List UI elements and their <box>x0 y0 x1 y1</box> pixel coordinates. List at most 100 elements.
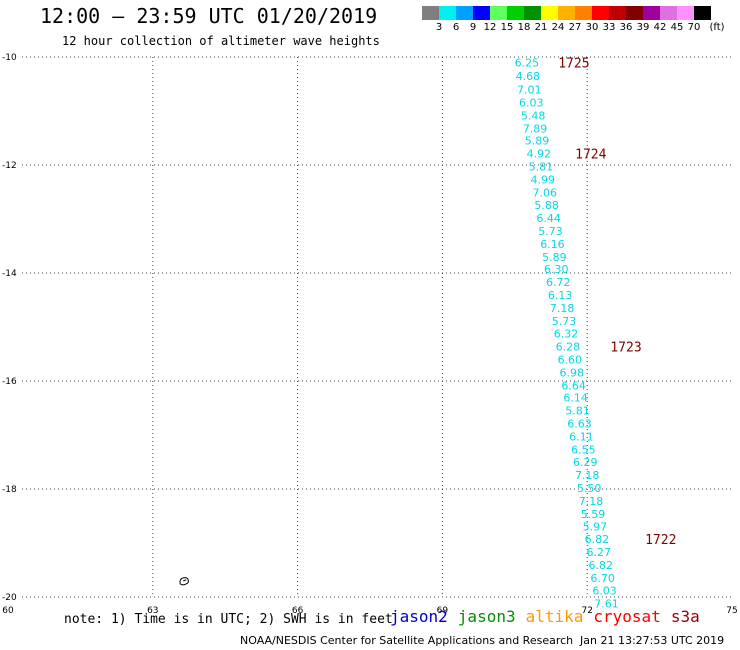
wave-height-label: 6.44 <box>536 212 561 225</box>
legend-item-altika: altika <box>525 607 584 626</box>
legend-item-cryosat: cryosat <box>593 607 661 626</box>
pass-time-label: 1723 <box>610 340 641 355</box>
color-scale-label: 9 <box>469 22 477 33</box>
color-swatch <box>541 6 558 20</box>
wave-height-label: 7.89 <box>523 122 548 135</box>
color-swatch <box>422 6 439 20</box>
color-scale-label: 33 <box>602 22 616 33</box>
wave-height-label: 6.82 <box>588 559 613 572</box>
wave-height-label: 6.14 <box>563 392 588 405</box>
page-subtitle: 12 hour collection of altimeter wave hei… <box>62 34 380 48</box>
wave-height-label: 6.72 <box>546 276 571 289</box>
longitude-tick-label: 63 <box>147 606 158 616</box>
color-scale-label: (ft) <box>709 22 725 33</box>
legend-item-s3a: s3a <box>670 607 700 626</box>
longitude-tick-label: 69 <box>437 606 449 616</box>
credit-text: NOAA/NESDIS Center for Satellite Applica… <box>240 634 574 647</box>
wave-height-label: 5.81 <box>529 161 554 174</box>
latitude-tick-label: -12 <box>2 161 17 171</box>
color-scale-label: 42 <box>653 22 667 33</box>
wave-height-label: 6.64 <box>561 379 586 392</box>
wave-height-label: 6.03 <box>519 96 544 109</box>
map-grid <box>22 56 732 598</box>
note-text: note: 1) Time is in UTC; 2) SWH is in fe… <box>64 612 393 627</box>
wave-height-label: 5.48 <box>521 109 546 122</box>
color-swatch <box>643 6 660 20</box>
wave-height-label: 5.88 <box>534 199 559 212</box>
wave-height-label: 5.81 <box>565 405 590 418</box>
color-swatch <box>677 6 694 20</box>
color-scale-label: 70 <box>687 22 701 33</box>
wave-height-label: 5.59 <box>581 508 606 521</box>
wave-height-label: 6.98 <box>560 366 585 379</box>
wave-height-label: 5.50 <box>577 482 602 495</box>
color-scale-label: 39 <box>636 22 650 33</box>
color-scale-label: 21 <box>534 22 548 33</box>
pass-time-labels: 1725 1724 1723 1722 <box>558 56 676 548</box>
color-swatch <box>490 6 507 20</box>
color-scale-label: 6 <box>452 22 460 33</box>
axis-tick-labels: 60 63 66 69 72 75 -10 -12 -14 -16 -18 -20 <box>2 53 738 616</box>
altimeter-track: 6.254.687.016.035.487.895.894.925.814.99… <box>515 56 619 610</box>
wave-height-label: 6.03 <box>592 585 617 598</box>
legend-item-jason2: jason2 <box>390 607 448 626</box>
wave-height-label: 7.18 <box>575 469 600 482</box>
color-scale-label: 36 <box>619 22 633 33</box>
wave-height-label: 7.18 <box>550 302 575 315</box>
longitude-tick-label: 66 <box>292 606 304 616</box>
island-shape-icon <box>179 577 189 586</box>
color-scale-bar <box>422 6 711 20</box>
longitude-tick-label: 72 <box>581 606 592 616</box>
color-swatch <box>609 6 626 20</box>
latitude-tick-label: -16 <box>2 377 17 387</box>
wave-height-label: 6.13 <box>548 289 573 302</box>
wave-height-label: 5.73 <box>538 225 563 238</box>
wave-height-label: 5.73 <box>552 315 577 328</box>
wave-height-label: 6.28 <box>556 340 581 353</box>
wave-height-label: 7.61 <box>594 597 619 610</box>
generated-timestamp: Jan 21 13:27:53 UTC 2019 <box>580 634 725 647</box>
color-swatch <box>626 6 643 20</box>
wave-height-label: 7.06 <box>532 187 557 200</box>
wave-height-label: 6.25 <box>515 56 540 69</box>
wave-height-label: 6.32 <box>554 327 579 340</box>
color-swatch <box>439 6 456 20</box>
color-swatch <box>507 6 524 20</box>
legend-item-jason3: jason3 <box>457 607 516 626</box>
pass-time-label: 1722 <box>645 533 676 548</box>
wave-height-label: 6.29 <box>573 456 598 469</box>
latitude-tick-label: -20 <box>2 593 17 603</box>
color-swatch <box>524 6 541 20</box>
wave-height-label: 6.30 <box>544 263 569 276</box>
color-scale-label: 18 <box>517 22 531 33</box>
color-swatch <box>592 6 609 20</box>
wave-height-label: 7.18 <box>579 495 604 508</box>
longitude-tick-label: 60 <box>2 606 14 616</box>
satellite-legend: jason2 jason3 altika cryosat s3a <box>390 607 710 626</box>
wave-height-label: 6.63 <box>567 418 592 431</box>
pass-time-label: 1724 <box>575 148 606 163</box>
latitude-tick-label: -10 <box>2 53 17 63</box>
color-scale-label: 15 <box>500 22 514 33</box>
wave-height-label: 5.97 <box>583 520 608 533</box>
wave-height-label: 6.70 <box>590 572 615 585</box>
color-swatch <box>694 6 711 20</box>
island-shape-icon <box>179 577 189 586</box>
color-scale-label: 45 <box>670 22 684 33</box>
wave-height-label: 6.60 <box>558 353 583 366</box>
color-scale-label: 3 <box>435 22 443 33</box>
page-title: 12:00 – 23:59 UTC 01/20/2019 <box>40 4 378 28</box>
color-scale-label: 30 <box>585 22 599 33</box>
wave-height-label: 6.82 <box>585 533 610 546</box>
wave-height-label: 4.68 <box>516 70 541 83</box>
latitude-tick-label: -18 <box>2 485 17 495</box>
wave-height-label: 4.92 <box>527 148 552 161</box>
wave-height-label: 6.27 <box>587 546 612 559</box>
color-scale-label: 12 <box>483 22 497 33</box>
color-swatch <box>660 6 677 20</box>
wave-height-label: 7.01 <box>517 83 542 96</box>
latitude-tick-label: -14 <box>2 269 17 279</box>
color-swatch <box>558 6 575 20</box>
wave-height-label: 5.89 <box>542 251 567 264</box>
